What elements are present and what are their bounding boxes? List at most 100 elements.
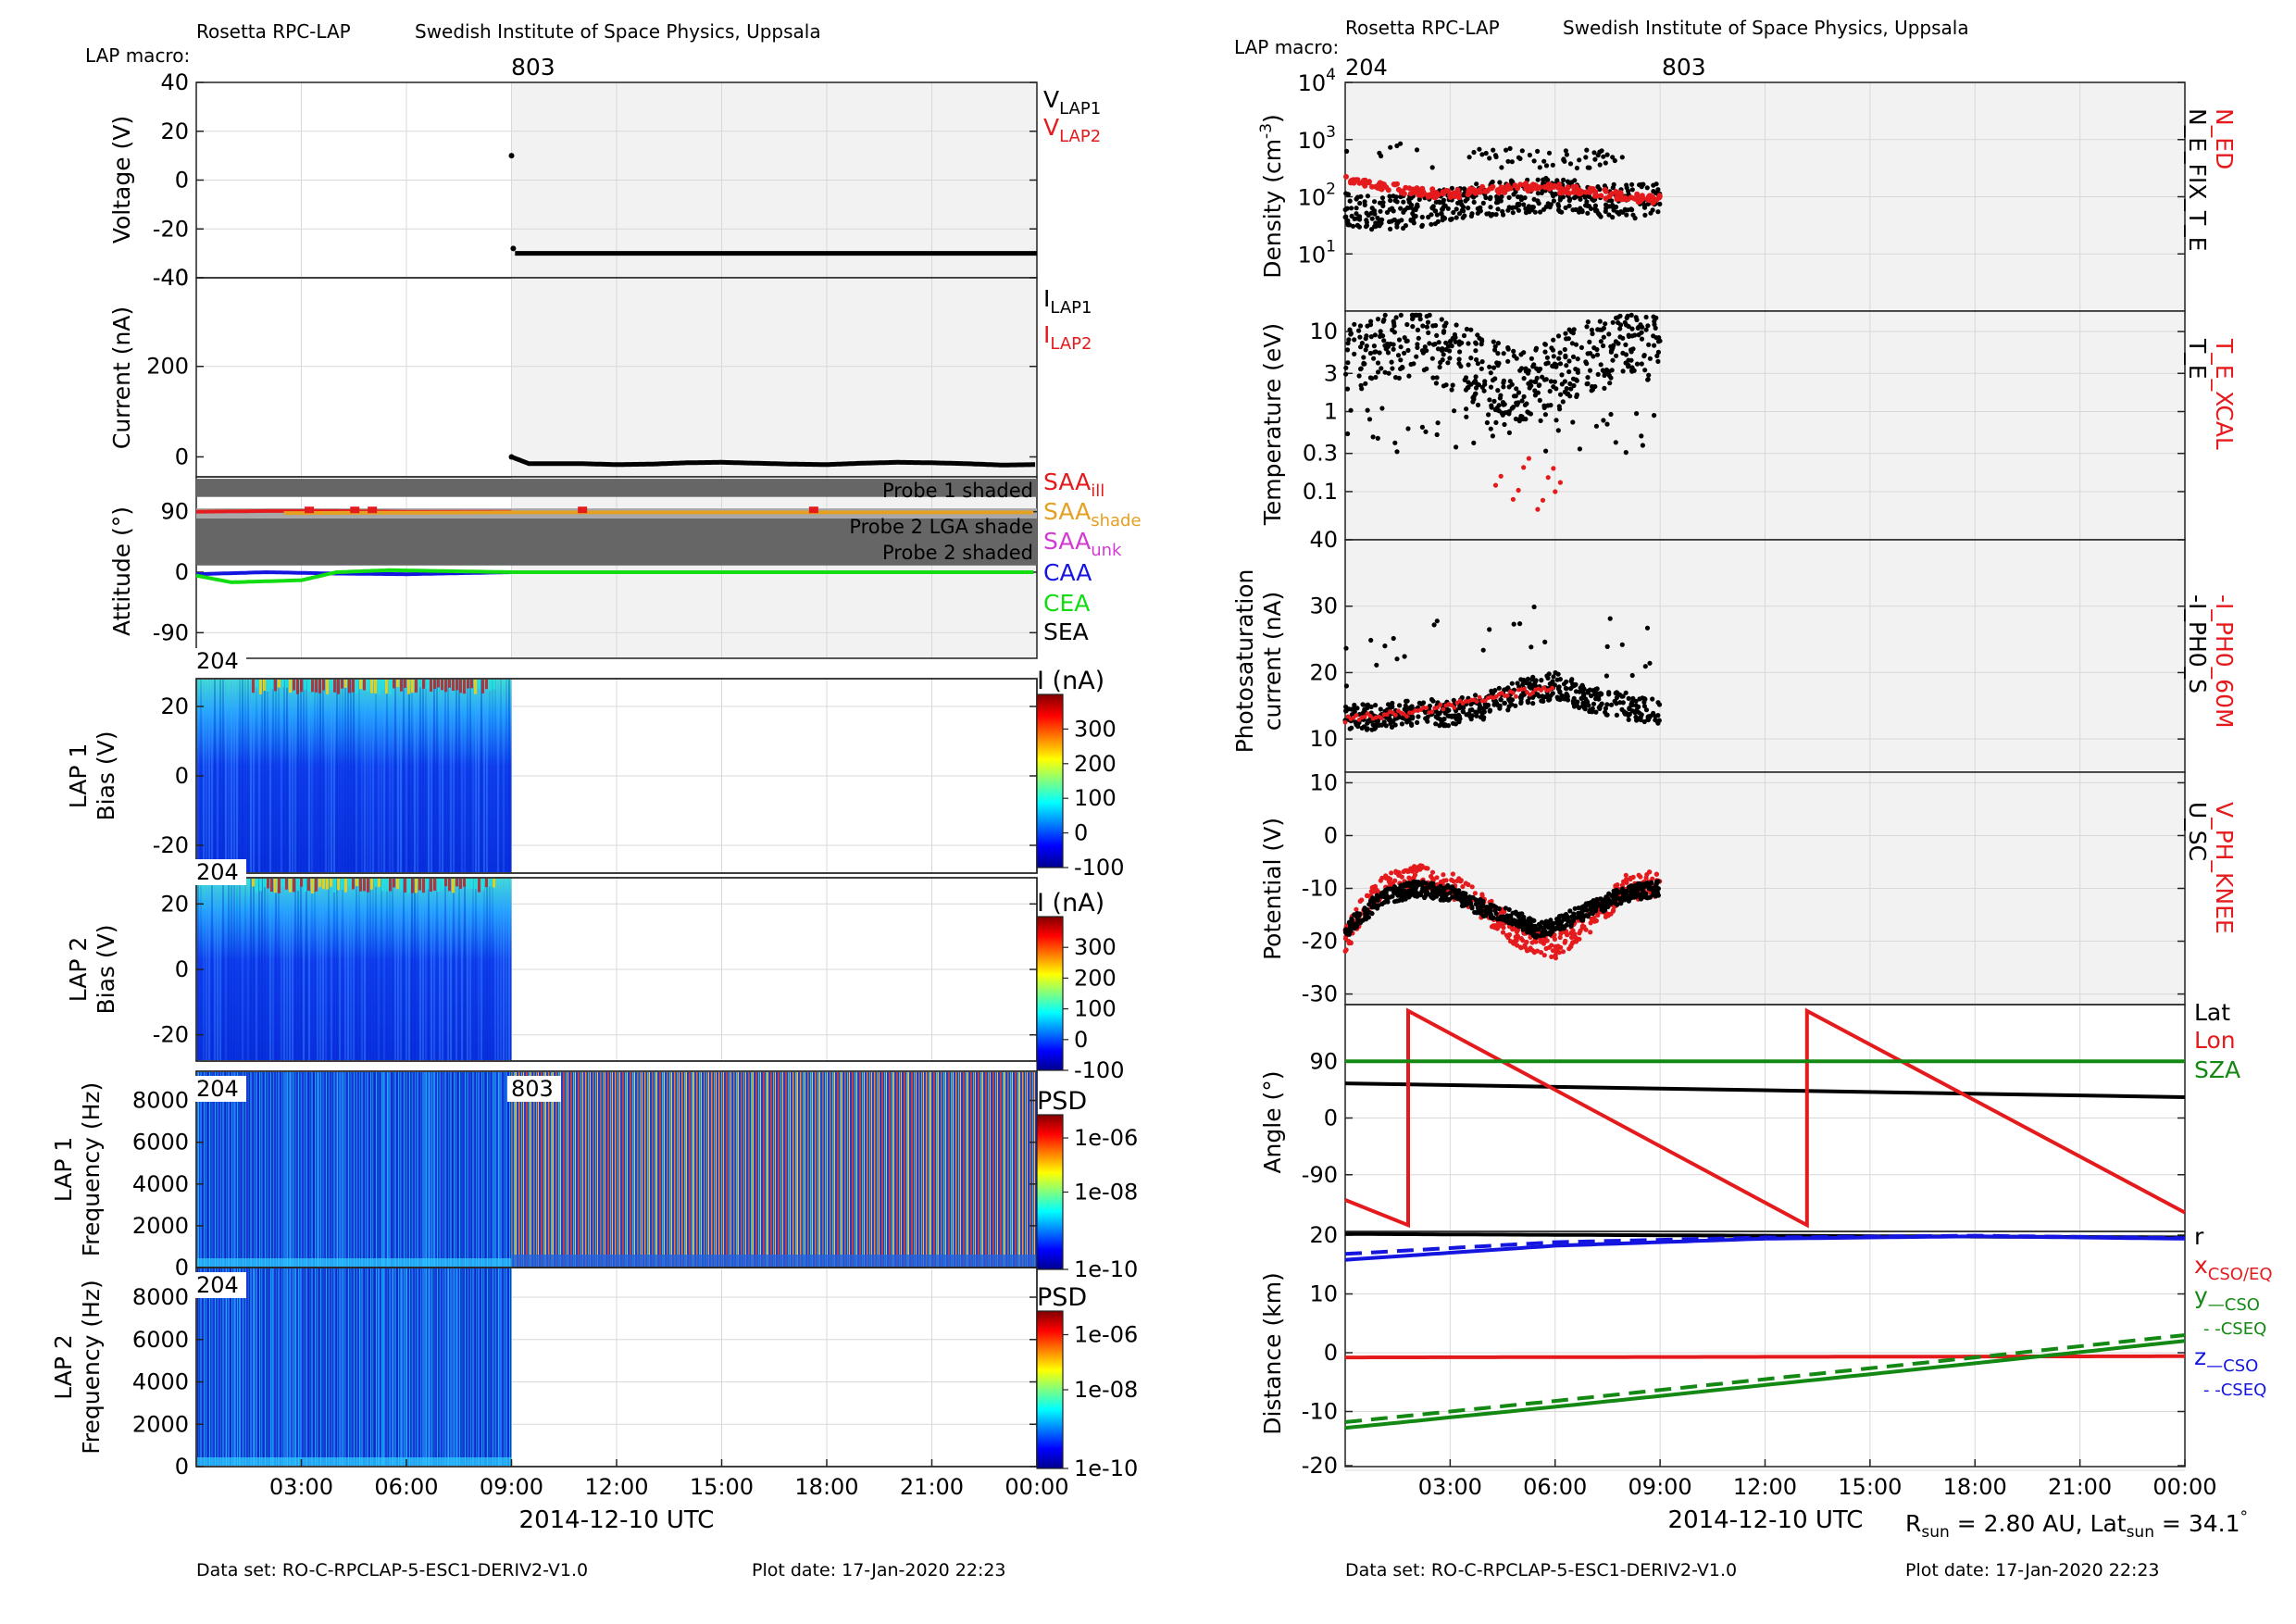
temperature-point-te	[1629, 326, 1635, 331]
photosat-point-iph0s	[1613, 691, 1618, 696]
lap1-sweep-hot	[378, 680, 381, 694]
legend-ilap1-sub: LAP1	[1050, 298, 1092, 318]
temperature-point-te	[1501, 378, 1506, 383]
photosat-point-iph0s	[1589, 693, 1594, 699]
potential-point-vph-knee	[1460, 884, 1466, 890]
temperature-point-te	[1473, 374, 1479, 380]
potential-point-vph-knee	[1588, 930, 1593, 935]
potential-point-vph-knee	[1569, 941, 1575, 946]
potential-point-usc	[1391, 899, 1398, 905]
photosat-point-iph0s	[1599, 701, 1604, 706]
potential-point-usc	[1419, 881, 1425, 887]
temperature-point-te	[1388, 341, 1393, 347]
photosat-point-iph0s	[1442, 710, 1448, 716]
photosat-point-iph0s	[1441, 716, 1447, 722]
attitude-red-blip	[305, 506, 315, 514]
temperature-point-te	[1414, 354, 1419, 359]
lap2-sweep-hot	[267, 879, 269, 889]
density-point-ne-fix	[1366, 212, 1371, 219]
photosat-point-iph0s	[1562, 696, 1567, 702]
lap1-psd-ytick-label: 6000	[132, 1130, 189, 1156]
temperature-point-te	[1382, 312, 1388, 318]
legend-distance-z-main: z	[2194, 1343, 2206, 1370]
legend-cea: CEA	[1043, 590, 1090, 617]
density-point-ned	[1639, 196, 1645, 203]
temperature-point-te	[1628, 368, 1635, 373]
attitude-line-cea	[195, 568, 1034, 584]
legend-ne-fix-te: N_E_FIX_T_E	[2184, 108, 2211, 251]
density-point-ne-fix	[1411, 213, 1416, 219]
temperature-point-te	[1557, 350, 1563, 356]
temperature-point-te	[1608, 411, 1614, 418]
temperature-ytick-label: 10	[1309, 319, 1338, 344]
temperature-point-te	[1392, 375, 1399, 381]
density-point-ned	[1533, 182, 1539, 189]
potential-point-vph-knee	[1515, 933, 1520, 939]
photosat-point-iph0s	[1547, 681, 1553, 687]
shade-label-lga: Probe 2 LGA shade	[849, 516, 1033, 538]
legend-angle-sza: SZA	[2194, 1056, 2240, 1083]
density-point-ned	[1391, 181, 1398, 188]
photosat-point-iph0s	[1511, 621, 1516, 627]
lap2-psd-colorbar-label: PSD	[1037, 1283, 1087, 1312]
temperature-point-te	[1495, 388, 1501, 394]
density-point-ne-fix	[1497, 180, 1503, 185]
lap2-sweep-hot	[270, 879, 273, 893]
lap1-sweep-hot	[455, 680, 458, 691]
left-x-xtick-label: 21:00	[900, 1474, 964, 1500]
left-x-xtick-label: 03:00	[269, 1474, 333, 1500]
temperature-point-te	[1577, 446, 1582, 452]
temperature-point-te	[1590, 331, 1595, 337]
potential-point-usc	[1513, 918, 1518, 924]
lap2-sweep-colorbar-tick-label: 0	[1074, 1027, 1088, 1053]
right-x-xtick-label: 12:00	[1733, 1474, 1797, 1500]
photosat-point-iph0s	[1647, 660, 1653, 666]
potential-point-usc	[1562, 924, 1567, 930]
legend-ned-main: N_ED	[2211, 108, 2238, 169]
lap1-psd-colorbar-tick-label: 1e-06	[1074, 1125, 1138, 1151]
density-point-ne-fix	[1394, 224, 1400, 230]
footer-dataset-left: Data set: RO-C-RPCLAP-5-ESC1-DERIV2-V1.0	[196, 1560, 588, 1580]
lap1-sweep-hot	[411, 680, 414, 693]
potential-point-usc	[1438, 883, 1443, 889]
temperature-point-te	[1559, 372, 1565, 378]
potential-point-vph-knee	[1623, 872, 1628, 878]
potential-point-vph-knee	[1619, 882, 1625, 888]
photosat-point-iph0-60m	[1522, 686, 1527, 692]
header-institute-right: Swedish Institute of Space Physics, Upps…	[1563, 17, 1969, 39]
lap2-sweep-hot	[337, 879, 340, 891]
density-point-ned	[1409, 190, 1416, 196]
attitude-red-blip	[368, 506, 378, 514]
density-point-ne-fix	[1543, 163, 1550, 169]
potential-ytick-label: 0	[1324, 822, 1338, 848]
lap1-sweep-colorbar-bar	[1036, 693, 1064, 868]
lap1-psd-ylabel-line: LAP 1	[50, 1137, 77, 1203]
lap1-psd-macro-803: 803	[511, 1076, 554, 1102]
lap2-sweep-ylabel-line: LAP 2	[65, 937, 92, 1003]
temperature-point-te	[1642, 368, 1648, 373]
temperature-point-te	[1594, 346, 1600, 353]
temperature-point-te	[1363, 381, 1368, 386]
photosat-point-iph0s	[1480, 706, 1486, 712]
potential-point-usc	[1541, 920, 1547, 927]
density-point-ne-fix	[1506, 205, 1512, 210]
density-point-ne-fix	[1559, 194, 1566, 200]
voltage-ytick-label: -40	[153, 265, 189, 291]
voltage-ylabel-line: Voltage (V)	[108, 116, 135, 244]
attitude-red-blip	[808, 506, 818, 514]
density-point-ne-fix	[1374, 223, 1379, 229]
temperature-point-te	[1454, 322, 1459, 328]
potential-point-usc	[1459, 903, 1465, 909]
photosat-point-iph0-60m	[1438, 702, 1443, 707]
potential-point-usc	[1383, 899, 1389, 905]
potential-point-usc	[1464, 902, 1469, 907]
photosat-point-iph0s	[1638, 715, 1643, 721]
temperature-point-te	[1466, 380, 1471, 385]
current-ytick-label: 0	[175, 443, 189, 469]
temperature-point-te	[1551, 384, 1556, 390]
right-x-xtick-label: 00:00	[2152, 1474, 2216, 1500]
lap1-sweep-ytick-label: -20	[153, 832, 189, 858]
density-point-ned	[1650, 194, 1656, 200]
density-point-ne-fix	[1531, 196, 1537, 202]
